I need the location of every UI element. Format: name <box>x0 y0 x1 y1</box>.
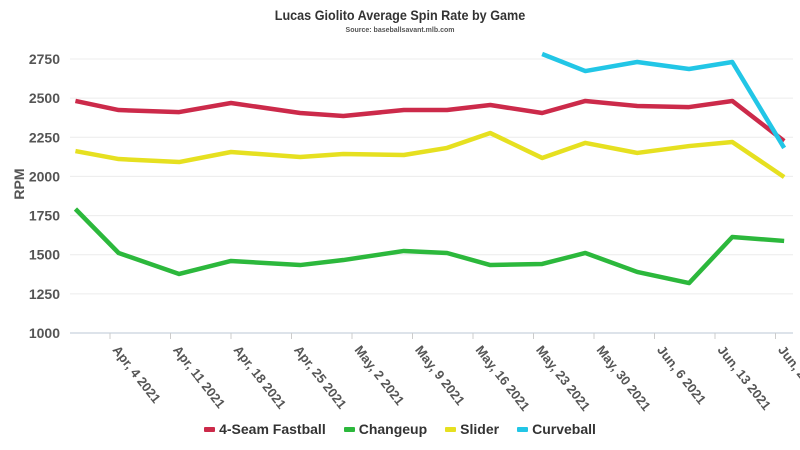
y-tick-label: 2250 <box>29 129 60 145</box>
y-axis-ticks: 1000 1250 1500 1750 2000 2250 2500 2750 <box>29 51 60 341</box>
y-tick-label: 1250 <box>29 286 60 302</box>
legend-item-changeup[interactable]: Changeup <box>343 421 428 437</box>
x-tick-label: Apr, 11 2021 <box>170 343 228 411</box>
x-tick-label: May, 2 2021 <box>352 343 408 408</box>
series-line-slider <box>75 130 786 179</box>
legend-label: Changeup <box>358 421 428 437</box>
legend-swatch-curveball <box>517 426 529 432</box>
legend-item-curveball[interactable]: Curveball <box>517 421 596 437</box>
legend-label: Slider <box>460 421 500 437</box>
y-tick-label: 1500 <box>29 247 60 263</box>
series-line-changeup <box>73 207 785 286</box>
chart-subtitle: Source: baseballsavant.mlb.com <box>345 27 455 34</box>
legend-swatch-slider <box>445 426 457 432</box>
x-tick-label: May, 16 2021 <box>473 343 533 414</box>
x-tick-label: May, 30 2021 <box>594 343 654 414</box>
x-tick-label: Jun, 13 2021 <box>715 343 774 413</box>
legend-item-slider[interactable]: Slider <box>445 421 499 437</box>
x-axis-ticks: Apr, 4 2021 Apr, 11 2021 Apr, 18 2021 Apr, … <box>109 333 800 414</box>
x-tick-label: May, 9 2021 <box>412 343 468 408</box>
y-axis-label: RPM <box>11 168 27 199</box>
y-tick-label: 2000 <box>29 168 60 184</box>
series-line-4-seam-fastball <box>74 98 786 143</box>
series-lines <box>73 51 787 286</box>
y-tick-label: 1750 <box>29 208 60 224</box>
legend-label: Curveball <box>532 421 596 437</box>
y-tick-label: 1000 <box>29 325 60 341</box>
x-tick-label: Jun, 6 2021 <box>654 343 709 407</box>
gridlines <box>70 58 793 334</box>
legend-swatch-changeup <box>343 426 355 432</box>
legend-item-fastball[interactable]: 4-Seam Fastball <box>204 421 326 437</box>
x-tick-label: May, 23 2021 <box>533 343 593 414</box>
series-line-curveball <box>541 51 787 150</box>
y-tick-label: 2500 <box>29 90 60 106</box>
y-tick-label: 2750 <box>29 51 60 67</box>
legend-label: 4-Seam Fastball <box>219 421 326 437</box>
legend: 4-Seam Fastball Changeup Slider Curvebal… <box>0 421 800 437</box>
x-tick-label: Apr, 25 2021 <box>291 343 350 412</box>
x-tick-label: Apr, 4 2021 <box>110 343 164 406</box>
x-tick-label: Apr, 18 2021 <box>231 343 290 412</box>
chart-title: Lucas Giolito Average Spin Rate by Game <box>274 7 526 23</box>
x-tick-label: Jun, 2 <box>775 343 800 382</box>
legend-swatch-fastball <box>204 426 216 432</box>
